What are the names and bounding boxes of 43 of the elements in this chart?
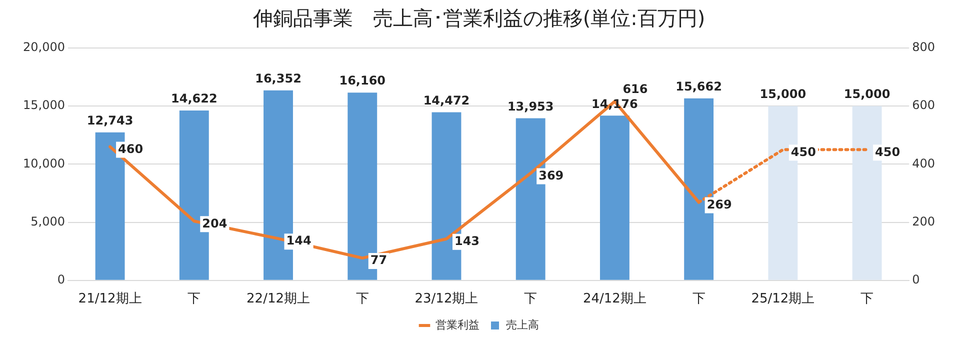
chart-title: 伸銅品事業 売上高･営業利益の推移(単位:百万円) bbox=[252, 6, 706, 30]
data-label: 15,662 bbox=[676, 80, 722, 94]
x-tick-label: 下 bbox=[356, 292, 369, 307]
x-tick-label: 下 bbox=[188, 292, 201, 307]
y2-tick-label: 200 bbox=[912, 214, 935, 228]
data-label: 269 bbox=[706, 197, 732, 212]
y-tick-label: 15,000 bbox=[22, 98, 65, 112]
y2-tick-label: 400 bbox=[912, 156, 935, 170]
x-tick-label: 24/12期上 bbox=[582, 292, 646, 307]
data-label: 14,622 bbox=[171, 92, 218, 106]
y2-tick-label: 600 bbox=[912, 98, 935, 112]
x-tick-label: 下 bbox=[524, 292, 538, 307]
x-tick-label: 23/12期上 bbox=[414, 292, 478, 307]
data-label: 450 bbox=[790, 144, 816, 159]
legend-label: 営業利益 bbox=[436, 318, 480, 332]
y-tick-label: 20,000 bbox=[22, 40, 65, 54]
data-label: 450 bbox=[875, 144, 900, 159]
data-label: 12,743 bbox=[86, 113, 134, 128]
data-label: 14,472 bbox=[423, 93, 470, 108]
data-label: 369 bbox=[538, 168, 564, 182]
data-label: 144 bbox=[286, 234, 312, 248]
y-tick-label: 10,000 bbox=[22, 156, 65, 170]
data-label: 460 bbox=[118, 142, 144, 156]
legend-label: 売上高 bbox=[506, 318, 539, 332]
x-tick-label: 下 bbox=[692, 292, 706, 307]
data-label: 616 bbox=[622, 82, 648, 96]
y-tick-label: 0 bbox=[57, 272, 65, 287]
y2-tick-label: 800 bbox=[912, 40, 935, 54]
y2-tick-label: 0 bbox=[912, 272, 920, 287]
data-label: 15,000 bbox=[760, 87, 806, 102]
y-tick-label: 5,000 bbox=[30, 214, 65, 228]
data-label: 13,953 bbox=[507, 99, 554, 114]
data-label: 77 bbox=[370, 253, 388, 268]
x-tick-label: 25/12期上 bbox=[751, 292, 815, 307]
data-label: 15,000 bbox=[844, 87, 890, 102]
data-label: 204 bbox=[202, 216, 228, 230]
x-tick-label: 22/12期上 bbox=[246, 292, 310, 307]
x-tick-label: 下 bbox=[860, 292, 874, 307]
data-label: 16,352 bbox=[255, 72, 302, 86]
data-label: 143 bbox=[454, 234, 480, 248]
x-tick-label: 21/12期上 bbox=[78, 292, 142, 307]
data-label: 16,160 bbox=[339, 74, 386, 88]
bar bbox=[600, 116, 630, 280]
